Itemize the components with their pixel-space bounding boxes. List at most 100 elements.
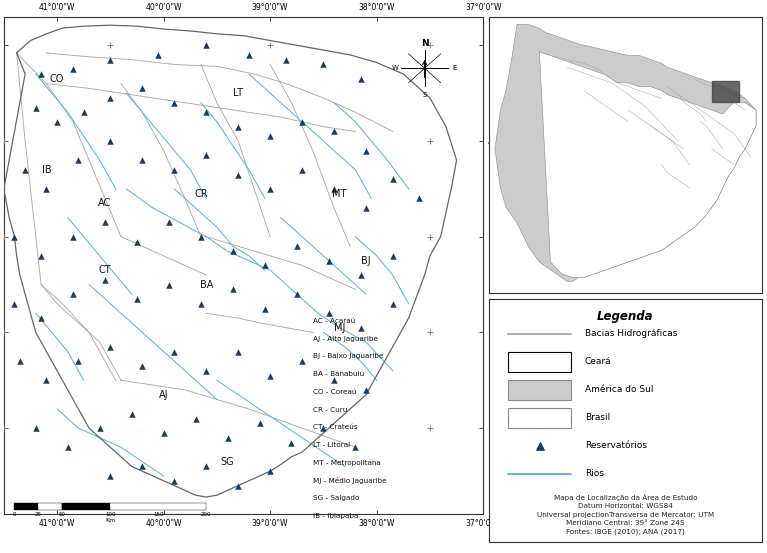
Point	[104, 55, 117, 64]
Point	[72, 156, 84, 165]
Text: S: S	[423, 92, 426, 98]
Text: MJ: MJ	[334, 322, 345, 333]
Point	[157, 429, 170, 437]
Text: Mapa de Localização da Área de Estudo
Datum Horizontal: WGS84
Universal projecti: Mapa de Localização da Área de Estudo Da…	[537, 493, 714, 535]
Bar	[509, 408, 571, 427]
Point	[8, 232, 21, 241]
Point	[387, 299, 399, 308]
Point	[387, 252, 399, 260]
Point	[8, 299, 21, 308]
Point	[41, 376, 53, 385]
Point	[200, 462, 212, 471]
Point	[35, 252, 48, 260]
Text: IB - Ibiapaba: IB - Ibiapaba	[313, 513, 358, 519]
Point	[41, 185, 53, 194]
Point	[189, 414, 202, 423]
Text: 100: 100	[105, 512, 116, 517]
Point	[163, 218, 175, 227]
Point	[131, 237, 143, 246]
Text: AJ: AJ	[159, 390, 169, 400]
Point	[99, 275, 111, 284]
Point	[232, 122, 245, 131]
Point	[413, 194, 426, 203]
Point	[61, 443, 74, 452]
Point	[296, 117, 308, 126]
Point	[222, 434, 234, 442]
Point	[318, 60, 330, 69]
Point	[387, 175, 399, 184]
Text: SG: SG	[221, 457, 235, 467]
Text: BA - Banabuiú: BA - Banabuiú	[313, 371, 364, 377]
Point	[77, 108, 90, 117]
Point	[296, 165, 308, 174]
Text: CO: CO	[50, 74, 64, 84]
Point	[200, 41, 212, 50]
Point	[152, 50, 164, 59]
Point	[131, 295, 143, 304]
Text: 150: 150	[153, 512, 163, 517]
Text: AJ - Alto Jaguaribe: AJ - Alto Jaguaribe	[313, 336, 378, 342]
Point	[264, 185, 276, 194]
Point	[67, 232, 79, 241]
Text: CO - Coreaú: CO - Coreaú	[313, 389, 356, 395]
Point	[195, 299, 207, 308]
Text: CT - Crateús: CT - Crateús	[313, 424, 357, 430]
Text: MT - Metropolitana: MT - Metropolitana	[313, 460, 380, 466]
Point	[168, 347, 180, 356]
Point	[30, 103, 42, 112]
Text: 25: 25	[35, 512, 42, 517]
Point	[35, 70, 48, 79]
Text: Reservatórios: Reservatórios	[584, 441, 647, 450]
Point	[328, 376, 341, 385]
Point	[104, 472, 117, 481]
Point	[280, 55, 292, 64]
Point	[296, 357, 308, 366]
Text: LT: LT	[233, 88, 243, 98]
Text: 50: 50	[59, 512, 66, 517]
Text: Ceará: Ceará	[584, 357, 611, 367]
Text: Rios: Rios	[584, 469, 604, 478]
Point	[232, 347, 245, 356]
Text: Km: Km	[105, 518, 116, 523]
Text: W: W	[391, 65, 398, 71]
Text: IB: IB	[41, 165, 51, 175]
Text: Bacias Hidrográficas: Bacias Hidrográficas	[584, 330, 677, 338]
Point	[168, 476, 180, 485]
Point	[200, 366, 212, 375]
Text: CR: CR	[194, 189, 208, 199]
Point	[242, 50, 255, 59]
Point	[253, 419, 265, 428]
Point	[232, 481, 245, 490]
Point	[99, 218, 111, 227]
Point	[291, 290, 303, 299]
Text: 0: 0	[13, 512, 16, 517]
Point	[14, 357, 26, 366]
Polygon shape	[495, 24, 756, 281]
Point	[360, 204, 372, 212]
Point	[195, 232, 207, 241]
Point	[291, 242, 303, 251]
Point	[72, 357, 84, 366]
Polygon shape	[4, 25, 456, 497]
Point	[126, 409, 138, 418]
Point	[328, 185, 341, 194]
Point	[354, 75, 367, 84]
Text: CT: CT	[99, 265, 111, 275]
Point	[67, 65, 79, 74]
Text: CR - Curu: CR - Curu	[313, 406, 347, 413]
Point	[534, 441, 546, 450]
Point	[94, 424, 106, 432]
Point	[137, 156, 149, 165]
Point	[354, 323, 367, 332]
Point	[323, 309, 335, 318]
Text: N: N	[421, 39, 429, 48]
Text: AC - Acaraú: AC - Acaraú	[313, 318, 355, 324]
Point	[35, 314, 48, 322]
Point	[104, 137, 117, 145]
Point	[264, 132, 276, 140]
Bar	[509, 352, 571, 372]
Text: MT: MT	[332, 189, 347, 199]
Point	[104, 93, 117, 102]
Point	[328, 127, 341, 136]
Point	[323, 256, 335, 265]
